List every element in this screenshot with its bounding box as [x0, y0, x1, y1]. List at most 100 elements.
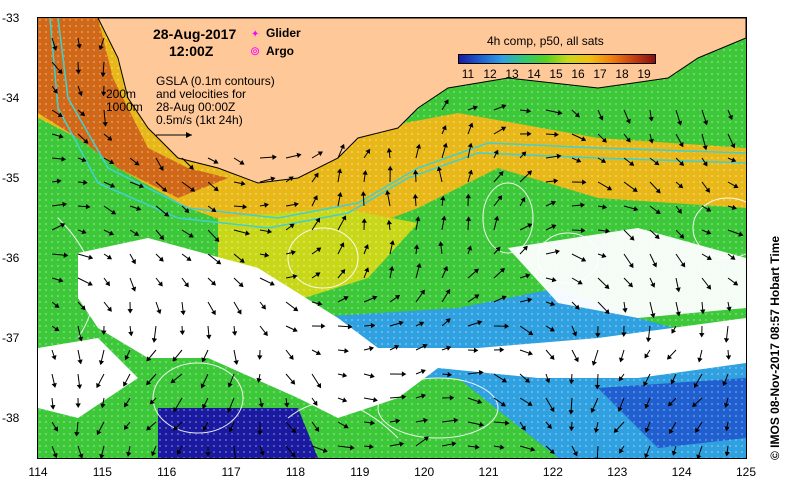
- x-tick-label: 114: [28, 465, 48, 479]
- x-tick-label: 122: [542, 465, 563, 479]
- velocity-arrow-head: [161, 186, 168, 192]
- velocity-arrow-head: [386, 147, 393, 153]
- velocity-arrow-head: [472, 105, 478, 111]
- map-date: 28-Aug-2017: [153, 26, 237, 42]
- velocity-arrow-head: [526, 108, 532, 114]
- velocity-arrow-head: [54, 303, 60, 308]
- gsla-note-line4: 0.5m/s (1kt 24h): [156, 113, 243, 127]
- velocity-arrow-head: [643, 381, 649, 387]
- velocity-arrow-head: [474, 444, 480, 450]
- velocity-arrow-head: [294, 201, 299, 208]
- y-tick-label: -35: [2, 171, 20, 185]
- velocity-arrow-head: [60, 223, 66, 228]
- velocity-arrow-head: [652, 262, 657, 268]
- colorbar-tick-label: 15: [549, 67, 563, 81]
- velocity-arrow-head: [370, 420, 375, 426]
- velocity-arrow-head: [731, 204, 737, 210]
- velocity-arrow-head: [446, 345, 452, 351]
- velocity-arrow-head: [733, 183, 739, 189]
- velocity-arrow-head: [549, 354, 555, 360]
- velocity-arrow-head: [527, 297, 533, 303]
- velocity-arrow-head: [617, 406, 623, 412]
- velocity-arrow-head: [88, 254, 94, 260]
- velocity-arrow-head: [240, 180, 246, 187]
- velocity-arrow-head: [369, 373, 375, 379]
- velocity-arrow-head: [173, 425, 179, 431]
- velocity-arrow-head: [320, 323, 326, 329]
- velocity-arrow-head: [728, 114, 733, 121]
- y-tick-label: -34: [2, 91, 20, 105]
- velocity-arrow-head: [54, 326, 60, 332]
- velocity-arrow-head: [214, 236, 220, 243]
- y-tick-label: -33: [2, 11, 20, 25]
- velocity-arrow-head: [449, 395, 455, 401]
- velocity-arrow-head: [149, 399, 155, 405]
- velocity-arrow-head: [680, 262, 686, 268]
- velocity-arrow-head: [555, 249, 560, 255]
- velocity-arrow-head: [76, 43, 82, 49]
- velocity-arrow-head: [388, 265, 395, 271]
- velocity-arrow-head: [549, 448, 555, 454]
- velocity-arrow-head: [206, 334, 212, 340]
- velocity-arrow-head: [644, 403, 650, 409]
- velocity-arrow-head: [296, 152, 302, 159]
- velocity-arrow-head: [291, 428, 297, 434]
- velocity-arrow-head: [572, 331, 578, 337]
- velocity-arrow-head: [675, 311, 681, 317]
- velocity-arrow-head: [272, 154, 277, 160]
- velocity-arrow-head: [499, 347, 505, 353]
- velocity-arrow-head: [136, 205, 142, 211]
- velocity-arrow-head: [133, 231, 140, 236]
- velocity-arrow-head: [336, 168, 343, 174]
- argo-legend-label: Argo: [266, 44, 294, 58]
- gsla-note-line2: and velocities for: [156, 87, 247, 101]
- velocity-arrow-head: [52, 88, 58, 94]
- velocity-arrow-head: [524, 377, 530, 383]
- velocity-arrow-head: [549, 406, 555, 413]
- velocity-arrow-head: [582, 179, 587, 185]
- velocity-arrow-head: [53, 426, 59, 432]
- velocity-arrow-head: [339, 143, 345, 150]
- velocity-arrow-head: [317, 151, 323, 157]
- velocity-arrow-head: [478, 369, 484, 376]
- velocity-arrow-head: [257, 430, 263, 436]
- velocity-arrow-head: [138, 183, 145, 189]
- velocity-arrow-head: [654, 160, 660, 166]
- velocity-arrow-head: [645, 337, 652, 343]
- velocity-arrow-head: [360, 191, 367, 196]
- velocity-arrow-head: [322, 447, 328, 453]
- velocity-arrow-head: [591, 360, 597, 366]
- velocity-arrow-head: [399, 441, 405, 447]
- velocity-arrow-head: [372, 295, 378, 301]
- velocity-arrow-head: [99, 453, 105, 458]
- x-tick-label: 125: [735, 465, 757, 479]
- velocity-arrow-head: [96, 382, 101, 389]
- x-tick-label: 118: [285, 465, 306, 479]
- velocity-arrow-head: [530, 446, 536, 452]
- velocity-arrow-head: [581, 136, 587, 142]
- velocity-arrow-head: [678, 183, 684, 189]
- velocity-arrow-head: [200, 383, 206, 389]
- velocity-arrow-head: [369, 346, 375, 352]
- velocity-arrow-head: [227, 382, 233, 388]
- velocity-arrow-head: [573, 357, 579, 363]
- velocity-arrow-head: [179, 330, 185, 336]
- velocity-arrow-head: [62, 201, 68, 208]
- velocity-arrow-head: [466, 245, 473, 251]
- velocity-arrow-head: [574, 112, 580, 118]
- velocity-arrow-head: [239, 160, 245, 165]
- velocity-arrow-head: [370, 322, 376, 329]
- velocity-arrow-head: [604, 284, 610, 290]
- velocity-arrow-head: [188, 232, 194, 238]
- velocity-arrow-head: [369, 443, 374, 450]
- velocity-arrow-head: [365, 148, 371, 155]
- velocity-arrow-head: [576, 157, 582, 163]
- velocity-arrow-head: [75, 69, 82, 75]
- velocity-arrow-head: [312, 195, 318, 201]
- velocity-arrow-head: [343, 423, 349, 429]
- velocity-arrow-head: [394, 295, 401, 300]
- velocity-arrow-head: [493, 215, 500, 221]
- velocity-arrow-head: [227, 407, 233, 413]
- velocity-arrow-head: [146, 425, 152, 431]
- velocity-arrow-head: [98, 360, 105, 366]
